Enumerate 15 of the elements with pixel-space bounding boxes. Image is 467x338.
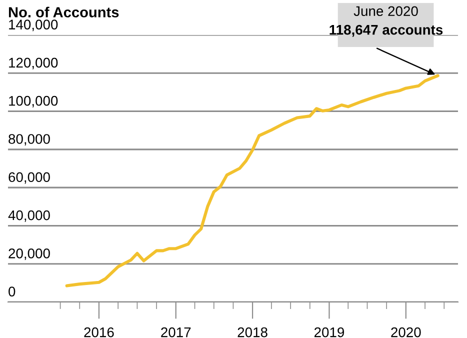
- y-axis-title: No. of Accounts: [8, 6, 119, 18]
- x-tick-label: 2019: [314, 327, 344, 338]
- y-tick-label: 40,000: [8, 210, 50, 222]
- y-tick-label: 100,000: [9, 96, 58, 108]
- x-tick-label: 2020: [391, 327, 421, 338]
- x-tick-label: 2017: [161, 327, 191, 338]
- y-tick-label: 80,000: [8, 134, 50, 146]
- y-tick-label: 0: [8, 286, 16, 296]
- y-tick-label: 120,000: [9, 58, 58, 70]
- y-tick-label: 60,000: [8, 172, 50, 184]
- y-tick-label: 140,000: [9, 20, 58, 32]
- annotation: June 2020 118,647 accounts: [330, 6, 443, 37]
- x-tick-label: 2016: [84, 327, 114, 338]
- y-tick-label: 20,000: [8, 248, 50, 260]
- x-tick-label: 2018: [238, 327, 268, 338]
